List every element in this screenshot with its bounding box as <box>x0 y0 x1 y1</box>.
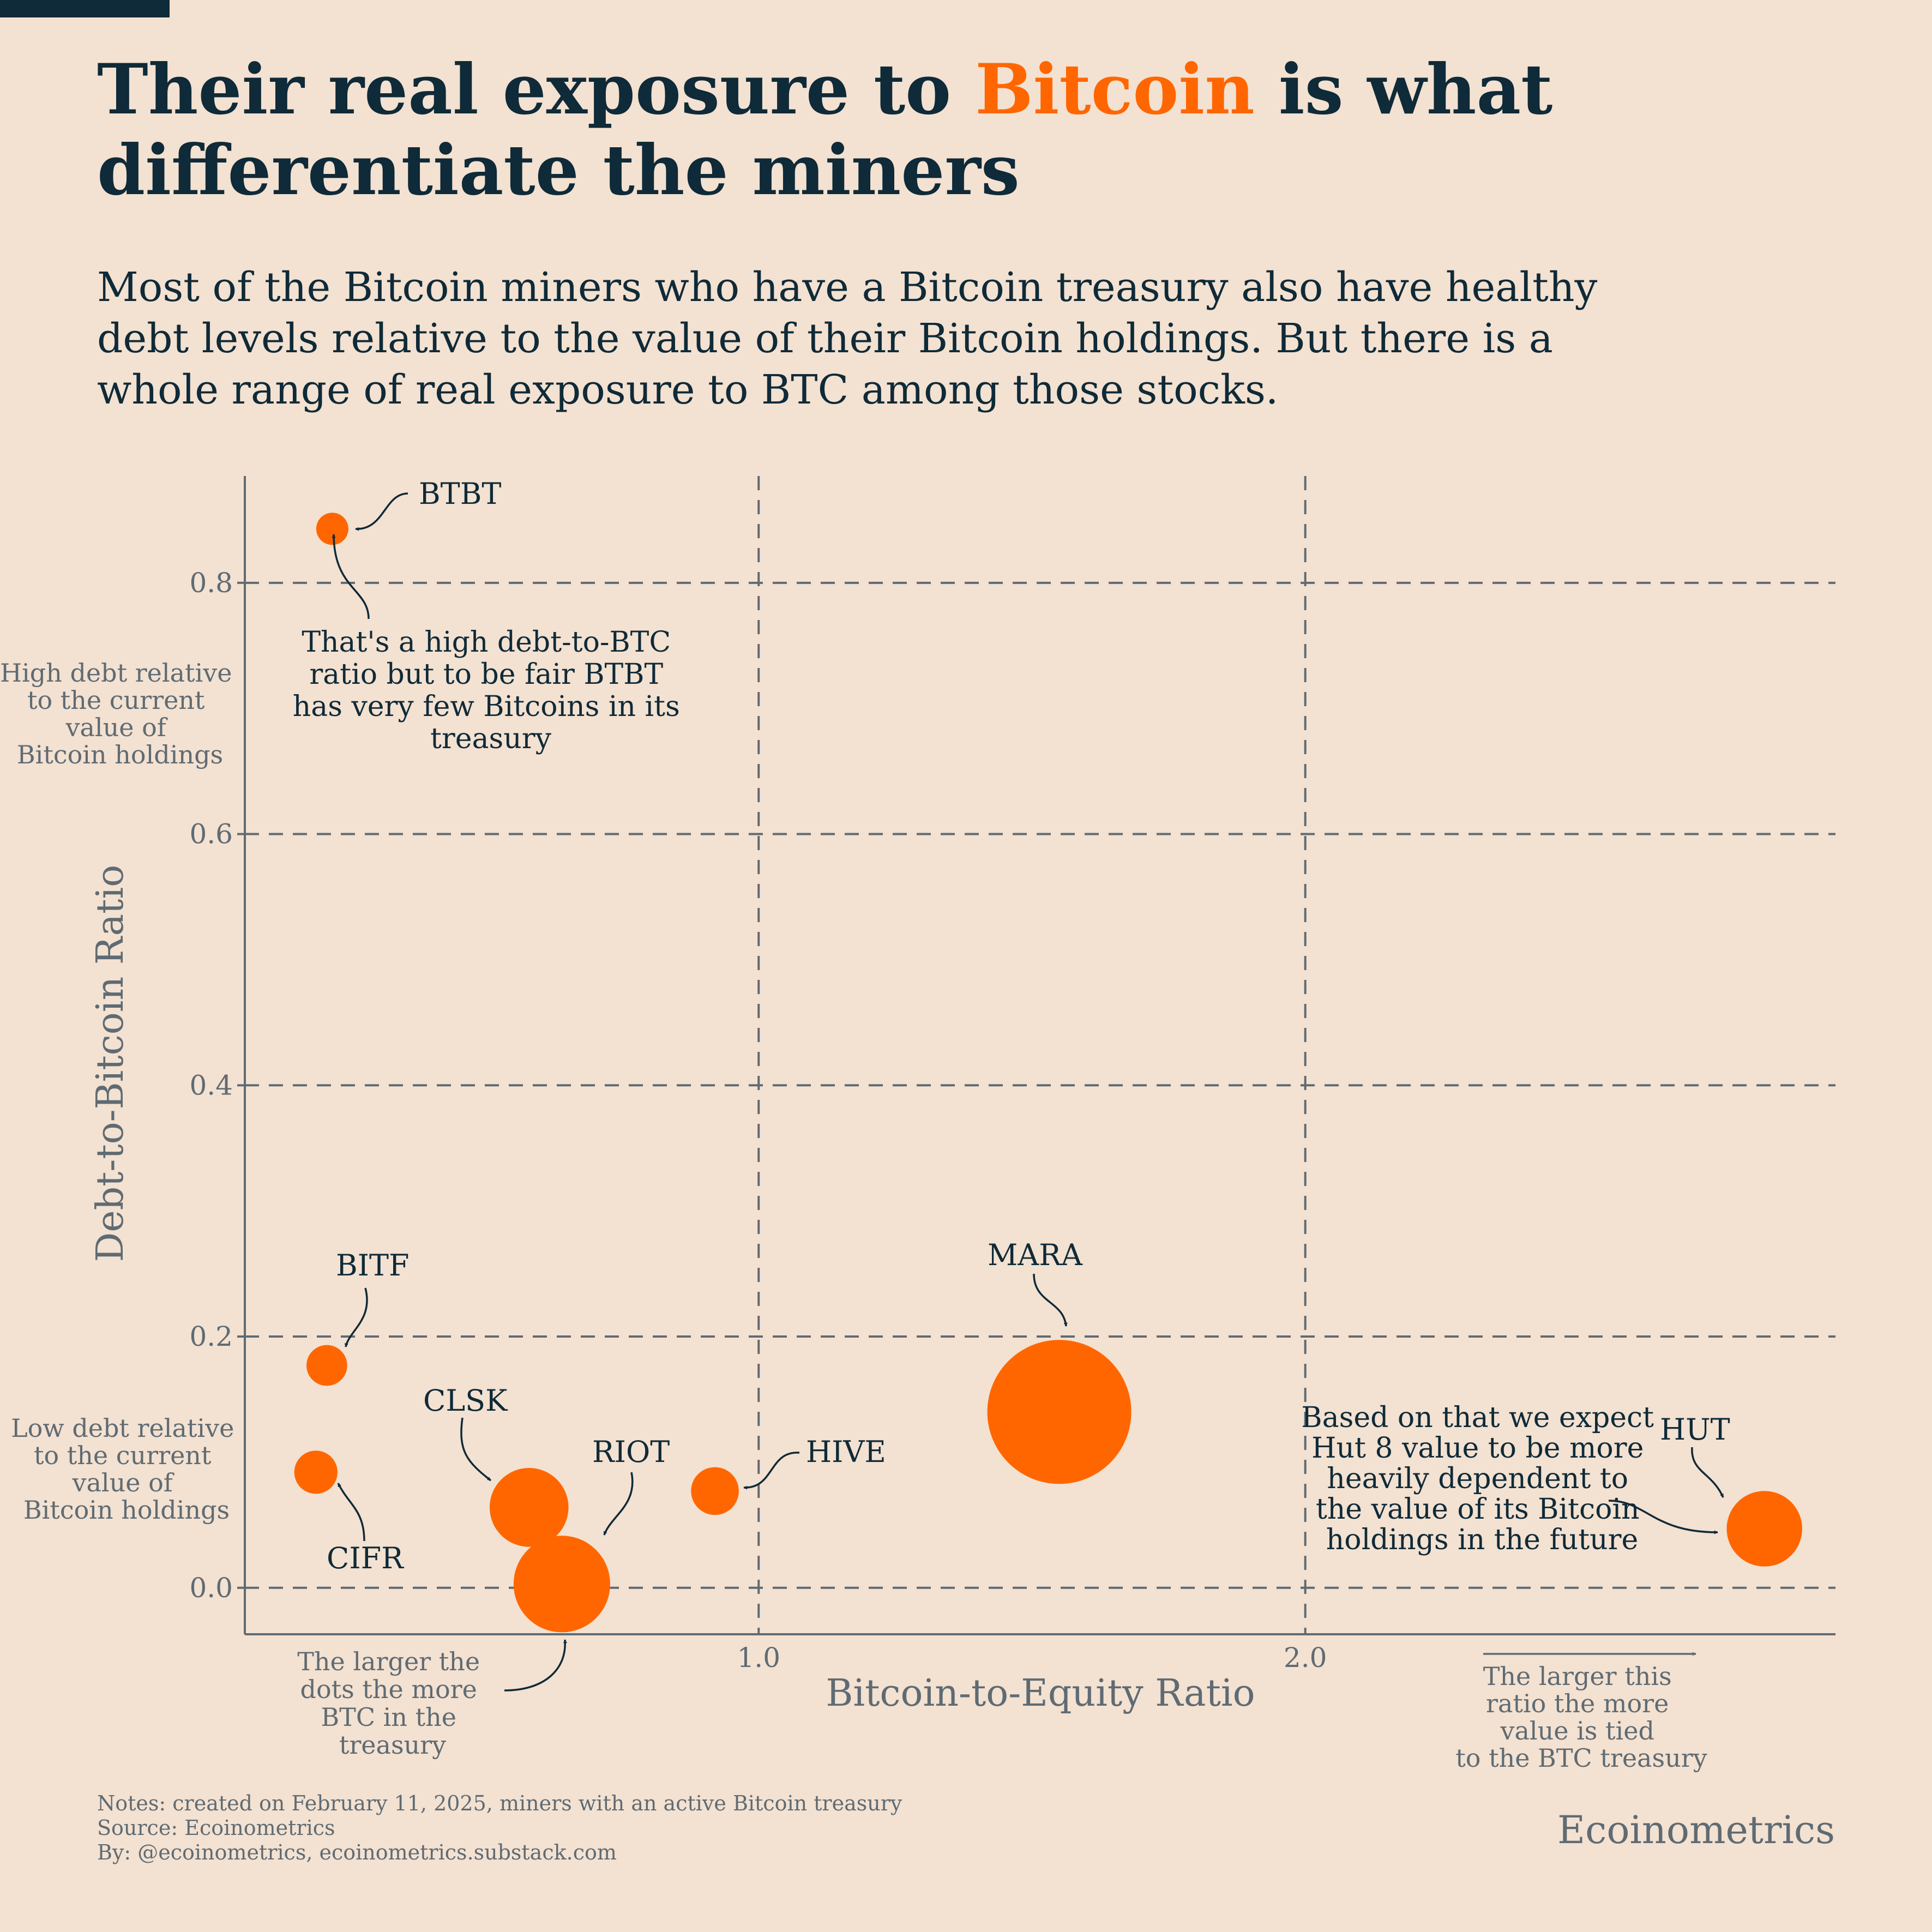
point-clsk <box>489 1468 569 1547</box>
page-subtitle: Most of the Bitcoin miners who have a Bi… <box>97 264 1598 413</box>
y-tick-label: 0.0 <box>189 1572 233 1604</box>
annotation-high-debt: High debt relative to the current value … <box>0 658 240 769</box>
arrow-cifr <box>337 1483 365 1542</box>
arrow-mara <box>1033 1273 1068 1327</box>
corner-accent-bar <box>0 0 170 17</box>
grid-lines <box>245 476 1835 1634</box>
page-title: Their real exposure to Bitcoin is what d… <box>97 49 1733 210</box>
arrow-clsk <box>460 1417 492 1482</box>
x-tick-label: 1.0 <box>737 1642 780 1674</box>
point-label-mara: MARA <box>988 1238 1083 1272</box>
point-label-cifr: CIFR <box>327 1541 404 1575</box>
y-tick-label: 0.8 <box>189 567 233 599</box>
arrow-hut-note <box>1608 1500 1718 1534</box>
tick-labels: 0.0 0.2 0.4 0.6 0.8 1.0 2.0 <box>189 567 1327 1674</box>
arrow-riot <box>603 1472 634 1536</box>
annotation-btbt: That's a high debt-to-BTC ratio but to b… <box>293 626 689 755</box>
data-points <box>294 513 1802 1633</box>
title-highlight: Bitcoin <box>975 49 1255 130</box>
arrow-bitf <box>344 1287 368 1347</box>
point-label-riot: RIOT <box>592 1435 670 1469</box>
annotation-low-debt: Low debt relative to the current value o… <box>11 1413 242 1525</box>
point-label-clsk: CLSK <box>423 1383 508 1418</box>
arrow-btbt-note <box>332 534 370 619</box>
y-axis-label: Debt-to-Bitcoin Ratio <box>89 865 132 1262</box>
axes <box>244 476 1835 1635</box>
annotation-arrows <box>332 492 1724 1692</box>
point-cifr <box>294 1450 338 1494</box>
point-label-hut: HUT <box>1660 1412 1730 1447</box>
arrow-hut <box>1691 1447 1724 1498</box>
y-tick-label: 0.6 <box>189 818 233 850</box>
source-line: Source: Ecoinometrics <box>97 1816 335 1840</box>
notes-line: Notes: created on February 11, 2025, min… <box>97 1791 902 1815</box>
byline: By: @ecoinometrics, ecoinometrics.substa… <box>97 1840 617 1864</box>
x-axis-label: Bitcoin-to-Equity Ratio <box>826 1672 1255 1715</box>
annotation-dots: The larger the dots the more BTC in the … <box>297 1647 488 1760</box>
footer-notes: Notes: created on February 11, 2025, min… <box>97 1791 902 1865</box>
arrow-dots-note <box>504 1639 567 1692</box>
arrow-btbt <box>355 492 408 531</box>
point-label-hive: HIVE <box>806 1435 886 1469</box>
title-part-1: Their real exposure to <box>97 49 976 130</box>
point-hut <box>1726 1491 1802 1567</box>
point-btbt <box>316 513 348 545</box>
point-bitf <box>306 1345 347 1386</box>
title-part-2: is what differentiate the miners <box>97 49 1553 210</box>
y-tick-label: 0.4 <box>189 1069 233 1101</box>
arrow-hive <box>743 1452 800 1490</box>
point-riot <box>513 1536 610 1633</box>
brand-wordmark: Ecoinometrics <box>1557 1808 1835 1852</box>
point-mara <box>987 1340 1131 1484</box>
point-labels: BTBT BITF CIFR CLSK RIOT HIVE MARA HUT <box>327 477 1730 1575</box>
point-hive <box>691 1467 739 1515</box>
point-label-btbt: BTBT <box>419 477 501 511</box>
annotation-x-direction: The larger this ratio the more value is … <box>1455 1662 1707 1773</box>
y-tick-label: 0.2 <box>189 1321 233 1352</box>
x-tick-label: 2.0 <box>1284 1642 1327 1674</box>
annotation-hut: Based on that we expect Hut 8 value to b… <box>1301 1401 1663 1556</box>
point-label-bitf: BITF <box>336 1248 410 1283</box>
